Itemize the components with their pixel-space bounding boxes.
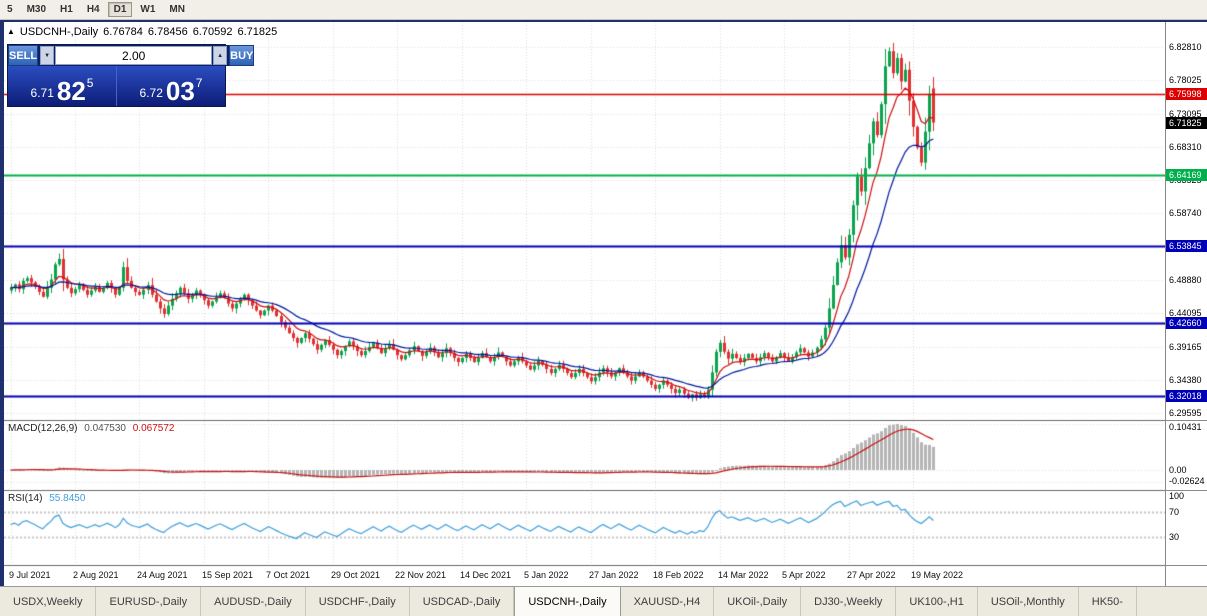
macd-main-value: 0.047530 bbox=[84, 423, 126, 434]
chart-tab[interactable]: USDCAD-,Daily bbox=[410, 587, 515, 616]
timeframe-button-w1[interactable]: W1 bbox=[134, 2, 161, 17]
timeframe-button-d1[interactable]: D1 bbox=[107, 2, 133, 17]
chart-tab[interactable]: USDCHF-,Daily bbox=[306, 587, 410, 616]
symbol-name: USDCNH-,Daily bbox=[19, 26, 99, 38]
chart-tab[interactable]: EURUSD-,Daily bbox=[96, 587, 202, 616]
volume-input[interactable] bbox=[55, 46, 213, 65]
chart-left-border bbox=[0, 20, 4, 586]
volume-control: ▼ ▲ bbox=[38, 45, 230, 66]
timeframe-button-h4[interactable]: H4 bbox=[81, 2, 106, 17]
price-axis: 6.828106.780256.730956.683106.635256.587… bbox=[1165, 20, 1207, 586]
volume-increase-button[interactable]: ▲ bbox=[213, 46, 228, 65]
macd-indicator-label: MACD(12,26,9) 0.047530 0.067572 bbox=[8, 423, 174, 434]
sell-price-display[interactable]: 6.71 82 5 bbox=[8, 66, 117, 106]
chart-tab[interactable]: AUDUSD-,Daily bbox=[201, 587, 306, 616]
price-axis-label: 6.44095 bbox=[1169, 308, 1202, 318]
sell-price-pip: 5 bbox=[86, 76, 94, 90]
rsi-value: 55.8450 bbox=[49, 493, 86, 504]
chart-tab[interactable]: USDCNH-,Daily bbox=[514, 587, 621, 616]
time-axis-separator bbox=[0, 565, 1207, 566]
price-axis-label: 6.48880 bbox=[1169, 275, 1202, 285]
buy-price-pip: 7 bbox=[195, 76, 203, 90]
sell-price-prefix: 6.71 bbox=[30, 86, 54, 100]
timeframe-button-5[interactable]: 5 bbox=[1, 2, 19, 17]
rsi-indicator-label: RSI(14) 55.8450 bbox=[8, 493, 85, 504]
macd-axis-label: -0.02624 bbox=[1169, 476, 1205, 486]
macd-pane-separator[interactable] bbox=[0, 420, 1207, 421]
sell-button[interactable]: SELL bbox=[8, 45, 39, 66]
buy-price-prefix: 6.72 bbox=[139, 86, 163, 100]
rsi-name: RSI(14) bbox=[8, 493, 43, 504]
price-axis-label: 6.29595 bbox=[1169, 408, 1202, 418]
ohlc-low: 6.70592 bbox=[192, 26, 233, 38]
price-axis-label: 6.73095 bbox=[1169, 109, 1202, 119]
price-axis-label: 6.39165 bbox=[1169, 342, 1202, 352]
timeframe-button-m30[interactable]: M30 bbox=[21, 2, 52, 17]
price-axis-label: 6.68310 bbox=[1169, 142, 1202, 152]
chart-top-border bbox=[0, 20, 1207, 22]
volume-decrease-button[interactable]: ▼ bbox=[40, 46, 55, 65]
price-axis-label: 6.34380 bbox=[1169, 375, 1202, 385]
macd-axis-label: 0.10431 bbox=[1169, 422, 1202, 432]
one-click-trade-panel: SELL ▼ ▲ BUY 6.71 82 5 6.72 03 7 bbox=[7, 44, 255, 107]
macd-signal-value: 0.067572 bbox=[132, 423, 175, 434]
macd-name: MACD(12,26,9) bbox=[8, 423, 78, 434]
ohlc-open: 6.76784 bbox=[103, 26, 143, 38]
price-axis-label: 6.58740 bbox=[1169, 208, 1202, 218]
chart-tab[interactable]: USOil-,Monthly bbox=[978, 587, 1079, 616]
level-price-tag[interactable]: 6.64169 bbox=[1166, 169, 1207, 181]
ohlc-high: 6.78456 bbox=[147, 26, 188, 38]
timeframe-button-mn[interactable]: MN bbox=[163, 2, 191, 17]
timeframe-toolbar: 5 M30 H1 H4 D1 W1 MN bbox=[0, 0, 1207, 20]
rsi-axis-label: 100 bbox=[1169, 491, 1185, 501]
ohlc-close: 6.71825 bbox=[237, 26, 278, 38]
trade-panel-toggle-icon[interactable]: ▲ bbox=[7, 27, 15, 36]
chart-symbol-ohlc-label: ▲ USDCNH-,Daily 6.76784 6.78456 6.70592 … bbox=[7, 26, 277, 38]
level-price-tag[interactable]: 6.42660 bbox=[1166, 317, 1207, 329]
buy-price-display[interactable]: 6.72 03 7 bbox=[117, 66, 225, 106]
chart-tab-bar: USDX,Weekly EURUSD-,Daily AUDUSD-,Daily USD… bbox=[0, 586, 1207, 616]
chart-tab[interactable]: DJ30-,Weekly bbox=[801, 587, 897, 616]
buy-button[interactable]: BUY bbox=[229, 45, 255, 66]
timeframe-button-h1[interactable]: H1 bbox=[54, 2, 79, 17]
chart-tab[interactable]: HK50- bbox=[1079, 587, 1137, 616]
level-price-tag[interactable]: 6.75998 bbox=[1166, 88, 1207, 100]
level-price-tag[interactable]: 6.53845 bbox=[1166, 240, 1207, 252]
buy-price-big-digits: 03 bbox=[165, 75, 195, 106]
sell-price-big-digits: 82 bbox=[56, 75, 86, 106]
chart-tab[interactable]: UKOil-,Daily bbox=[714, 587, 802, 616]
rsi-axis-label: 70 bbox=[1169, 507, 1180, 517]
rsi-axis-label: 30 bbox=[1169, 532, 1180, 542]
chart-tab[interactable]: XAUUSD-,H4 bbox=[621, 587, 715, 616]
chart-tab[interactable]: UK100-,H1 bbox=[896, 587, 978, 616]
price-chart-canvas[interactable] bbox=[4, 20, 1165, 586]
macd-axis-label: 0.00 bbox=[1169, 465, 1187, 475]
chart-tab[interactable]: USDX,Weekly bbox=[0, 587, 97, 616]
rsi-pane-separator[interactable] bbox=[0, 490, 1207, 491]
level-price-tag[interactable]: 6.32018 bbox=[1166, 390, 1207, 402]
price-axis-label: 6.82810 bbox=[1169, 42, 1202, 52]
chart-window: ▲ USDCNH-,Daily 6.76784 6.78456 6.70592 … bbox=[0, 20, 1207, 586]
price-axis-label: 6.78025 bbox=[1169, 75, 1202, 85]
current-price-tag[interactable]: 6.71825 bbox=[1166, 117, 1207, 129]
